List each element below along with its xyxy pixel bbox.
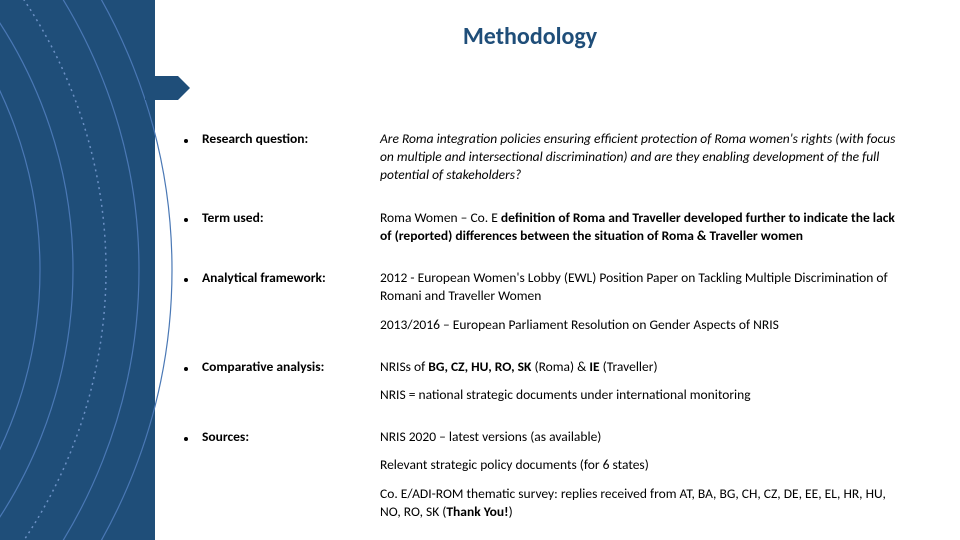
item-content: NRIS 2020 – latest versions (as availabl… <box>380 428 900 531</box>
item-content: 2012 - European Women's Lobby (EWL) Posi… <box>380 269 900 344</box>
item-label: Sources: <box>202 428 380 531</box>
slide: Methodology Research question:Are Roma i… <box>0 0 960 540</box>
content-block: NRIS 2020 – latest versions (as availabl… <box>380 428 900 446</box>
bullet-icon <box>180 358 202 414</box>
item-label: Term used: <box>202 209 380 255</box>
bullet-icon <box>180 269 202 344</box>
list-item: Research question:Are Roma integration p… <box>180 130 900 195</box>
list-item: Comparative analysis:NRISs of BG, CZ, HU… <box>180 358 900 414</box>
arrow-marker-icon <box>145 76 190 100</box>
items-list: Research question:Are Roma integration p… <box>180 130 900 540</box>
content-block: 2012 - European Women's Lobby (EWL) Posi… <box>380 269 900 305</box>
item-content: NRISs of BG, CZ, HU, RO, SK (Roma) & IE … <box>380 358 900 414</box>
item-label: Research question: <box>202 130 380 195</box>
item-content: Are Roma integration policies ensuring e… <box>380 130 900 195</box>
bullet-icon <box>180 130 202 195</box>
page-title: Methodology <box>300 22 760 51</box>
list-item: Sources:NRIS 2020 – latest versions (as … <box>180 428 900 531</box>
content-block: NRIS = national strategic documents unde… <box>380 386 900 404</box>
list-item: Term used:Roma Women – Co. E definition … <box>180 209 900 255</box>
bullet-icon <box>180 428 202 531</box>
sidebar-bg <box>0 0 155 540</box>
content-block: Co. E/ADI-ROM thematic survey: replies r… <box>380 485 900 521</box>
item-content: Roma Women – Co. E definition of Roma an… <box>380 209 900 255</box>
item-label: Analytical framework: <box>202 269 380 344</box>
bullet-icon <box>180 209 202 255</box>
content-block: NRISs of BG, CZ, HU, RO, SK (Roma) & IE … <box>380 358 900 376</box>
content-block: 2013/2016 – European Parliament Resoluti… <box>380 316 900 334</box>
content-block: Relevant strategic policy documents (for… <box>380 456 900 474</box>
sidebar-decoration <box>0 0 200 540</box>
content-block: Roma Women – Co. E definition of Roma an… <box>380 209 900 245</box>
item-label: Comparative analysis: <box>202 358 380 414</box>
content-block: Are Roma integration policies ensuring e… <box>380 130 900 185</box>
list-item: Analytical framework:2012 - European Wom… <box>180 269 900 344</box>
